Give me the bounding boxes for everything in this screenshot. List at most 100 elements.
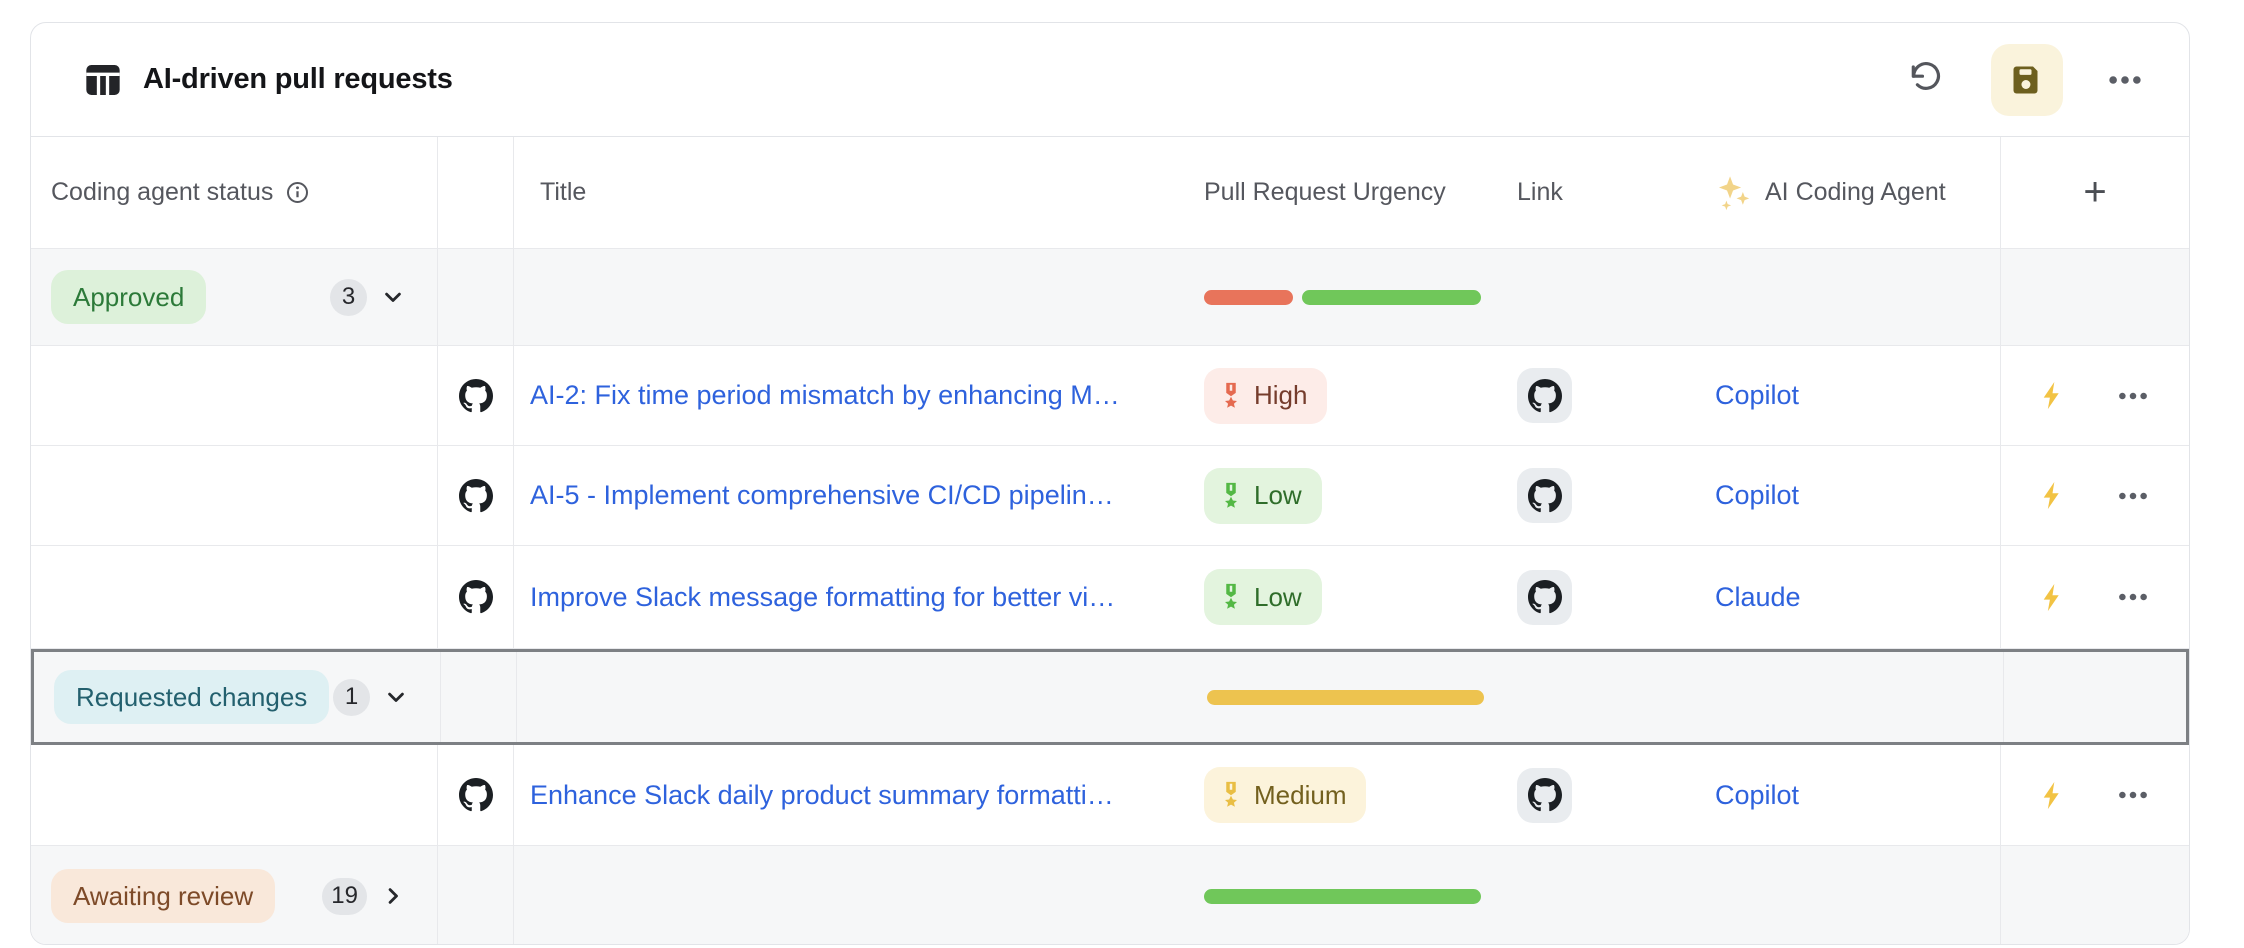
add-column-button[interactable]: + — [2001, 137, 2189, 248]
group-status-pill: Requested changes — [54, 670, 330, 724]
table-row[interactable]: Improve Slack message formatting for bet… — [31, 546, 2189, 649]
medal-icon — [1225, 382, 1237, 408]
column-label: Title — [540, 178, 587, 206]
github-link-button[interactable] — [1517, 368, 1572, 423]
automation-bolt-button[interactable] — [2037, 780, 2068, 811]
status-cell[interactable] — [31, 446, 438, 545]
urgency-badge: Low — [1204, 467, 1322, 524]
urgency-bar-high — [1204, 289, 1294, 305]
medal-icon — [1225, 781, 1237, 807]
urgency-cell[interactable]: High — [1181, 346, 1481, 445]
row-menu-icon — [2119, 791, 2147, 799]
lightning-bolt-icon — [2043, 583, 2059, 611]
save-button[interactable] — [1991, 43, 2063, 116]
ai-agent-link[interactable]: Copilot — [1715, 480, 1800, 510]
column-label: Coding agent status — [51, 178, 274, 206]
urgency-bar-medium — [1207, 689, 1484, 705]
group-count-badge: 1 — [333, 678, 370, 716]
card-titlebar: AI-driven pull requests — [31, 23, 2189, 137]
column-header-icon-gutter — [438, 137, 514, 248]
urgency-cell[interactable]: Low — [1181, 446, 1481, 545]
row-menu-icon — [2119, 492, 2147, 499]
github-icon — [1527, 580, 1562, 614]
record-icon-cell — [438, 446, 514, 545]
save-icon — [2013, 66, 2038, 93]
github-icon — [1527, 478, 1562, 512]
urgency-label: Low — [1254, 480, 1302, 510]
urgency-badge: Medium — [1204, 767, 1367, 823]
row-menu-button[interactable] — [2116, 379, 2150, 413]
info-icon[interactable] — [285, 180, 310, 205]
row-menu-button[interactable] — [2116, 479, 2150, 513]
urgency-distribution — [1181, 249, 1481, 345]
urgency-bar-low — [1204, 888, 1481, 904]
lightning-bolt-icon — [2043, 781, 2059, 809]
github-icon — [1527, 378, 1562, 412]
table-row[interactable]: AI-2: Fix time period mismatch by enhanc… — [31, 346, 2189, 446]
github-link-button[interactable] — [1517, 569, 1572, 625]
group-status-pill: Approved — [51, 270, 207, 324]
urgency-label: Low — [1254, 581, 1302, 612]
group-row-requested-changes[interactable]: Requested changes 1 — [31, 649, 2189, 745]
column-label: Link — [1517, 178, 1563, 206]
more-options-button[interactable] — [2089, 44, 2161, 116]
group-count-badge: 3 — [330, 278, 367, 316]
pr-title-link[interactable]: AI-2: Fix time period mismatch by enhanc… — [530, 380, 1120, 410]
row-menu-button[interactable] — [2116, 580, 2150, 614]
table-icon — [83, 60, 123, 100]
github-link-button[interactable] — [1517, 468, 1572, 523]
ai-agent-link[interactable]: Copilot — [1715, 380, 1800, 410]
chevron-down-icon[interactable] — [379, 283, 407, 311]
urgency-cell[interactable]: Low — [1181, 546, 1481, 648]
github-icon — [1527, 778, 1562, 812]
group-status-pill: Awaiting review — [51, 869, 276, 923]
urgency-distribution — [1184, 652, 1484, 742]
column-header-status[interactable]: Coding agent status — [31, 137, 438, 248]
pr-title-link[interactable]: Improve Slack message formatting for bet… — [530, 581, 1116, 612]
group-row-awaiting-review[interactable]: Awaiting review 19 — [31, 846, 2189, 944]
row-menu-icon — [2119, 593, 2147, 601]
undo-icon — [1911, 61, 1941, 90]
sparkle-icon — [1718, 175, 1750, 210]
github-link-button[interactable] — [1517, 767, 1572, 823]
lightning-bolt-icon — [2043, 381, 2059, 410]
group-row-approved[interactable]: Approved 3 — [31, 249, 2189, 346]
urgency-bar-low — [1302, 289, 1481, 305]
plus-icon: + — [2083, 170, 2107, 214]
column-header-link[interactable]: Link — [1481, 137, 1696, 248]
status-cell[interactable] — [31, 745, 438, 845]
pr-title-link[interactable]: Enhance Slack daily product summary form… — [530, 779, 1114, 810]
urgency-distribution — [1181, 846, 1481, 944]
column-label: AI Coding Agent — [1765, 178, 1946, 206]
ellipsis-icon — [2109, 75, 2141, 84]
github-icon — [458, 778, 493, 812]
pull-requests-card: AI-driven pull requests — [30, 22, 2190, 945]
record-icon-cell — [438, 745, 514, 845]
ai-agent-link[interactable]: Copilot — [1715, 779, 1800, 810]
column-header-agent[interactable]: AI Coding Agent — [1696, 137, 2001, 248]
chevron-right-icon[interactable] — [379, 882, 407, 910]
status-cell[interactable] — [31, 546, 438, 648]
automation-bolt-button[interactable] — [2037, 480, 2068, 511]
undo-button[interactable] — [1889, 44, 1961, 116]
chevron-down-icon[interactable] — [382, 683, 410, 711]
column-header-title[interactable]: Title — [514, 137, 1181, 248]
table-row[interactable]: AI-5 - Implement comprehensive CI/CD pip… — [31, 446, 2189, 546]
automation-bolt-button[interactable] — [2037, 380, 2068, 411]
status-cell[interactable] — [31, 346, 438, 445]
record-icon-cell — [438, 346, 514, 445]
urgency-label: Medium — [1254, 779, 1347, 810]
automation-bolt-button[interactable] — [2037, 582, 2068, 613]
github-icon — [458, 580, 493, 614]
row-menu-button[interactable] — [2116, 778, 2150, 812]
urgency-cell[interactable]: Medium — [1181, 745, 1481, 845]
urgency-badge: Low — [1204, 569, 1322, 625]
ai-agent-link[interactable]: Claude — [1715, 581, 1801, 612]
column-header-urgency[interactable]: Pull Request Urgency — [1181, 137, 1481, 248]
pr-title-link[interactable]: AI-5 - Implement comprehensive CI/CD pip… — [530, 480, 1114, 510]
github-icon — [458, 478, 493, 512]
row-menu-icon — [2119, 392, 2147, 399]
table-row[interactable]: Enhance Slack daily product summary form… — [31, 745, 2189, 846]
medal-icon — [1225, 583, 1237, 609]
